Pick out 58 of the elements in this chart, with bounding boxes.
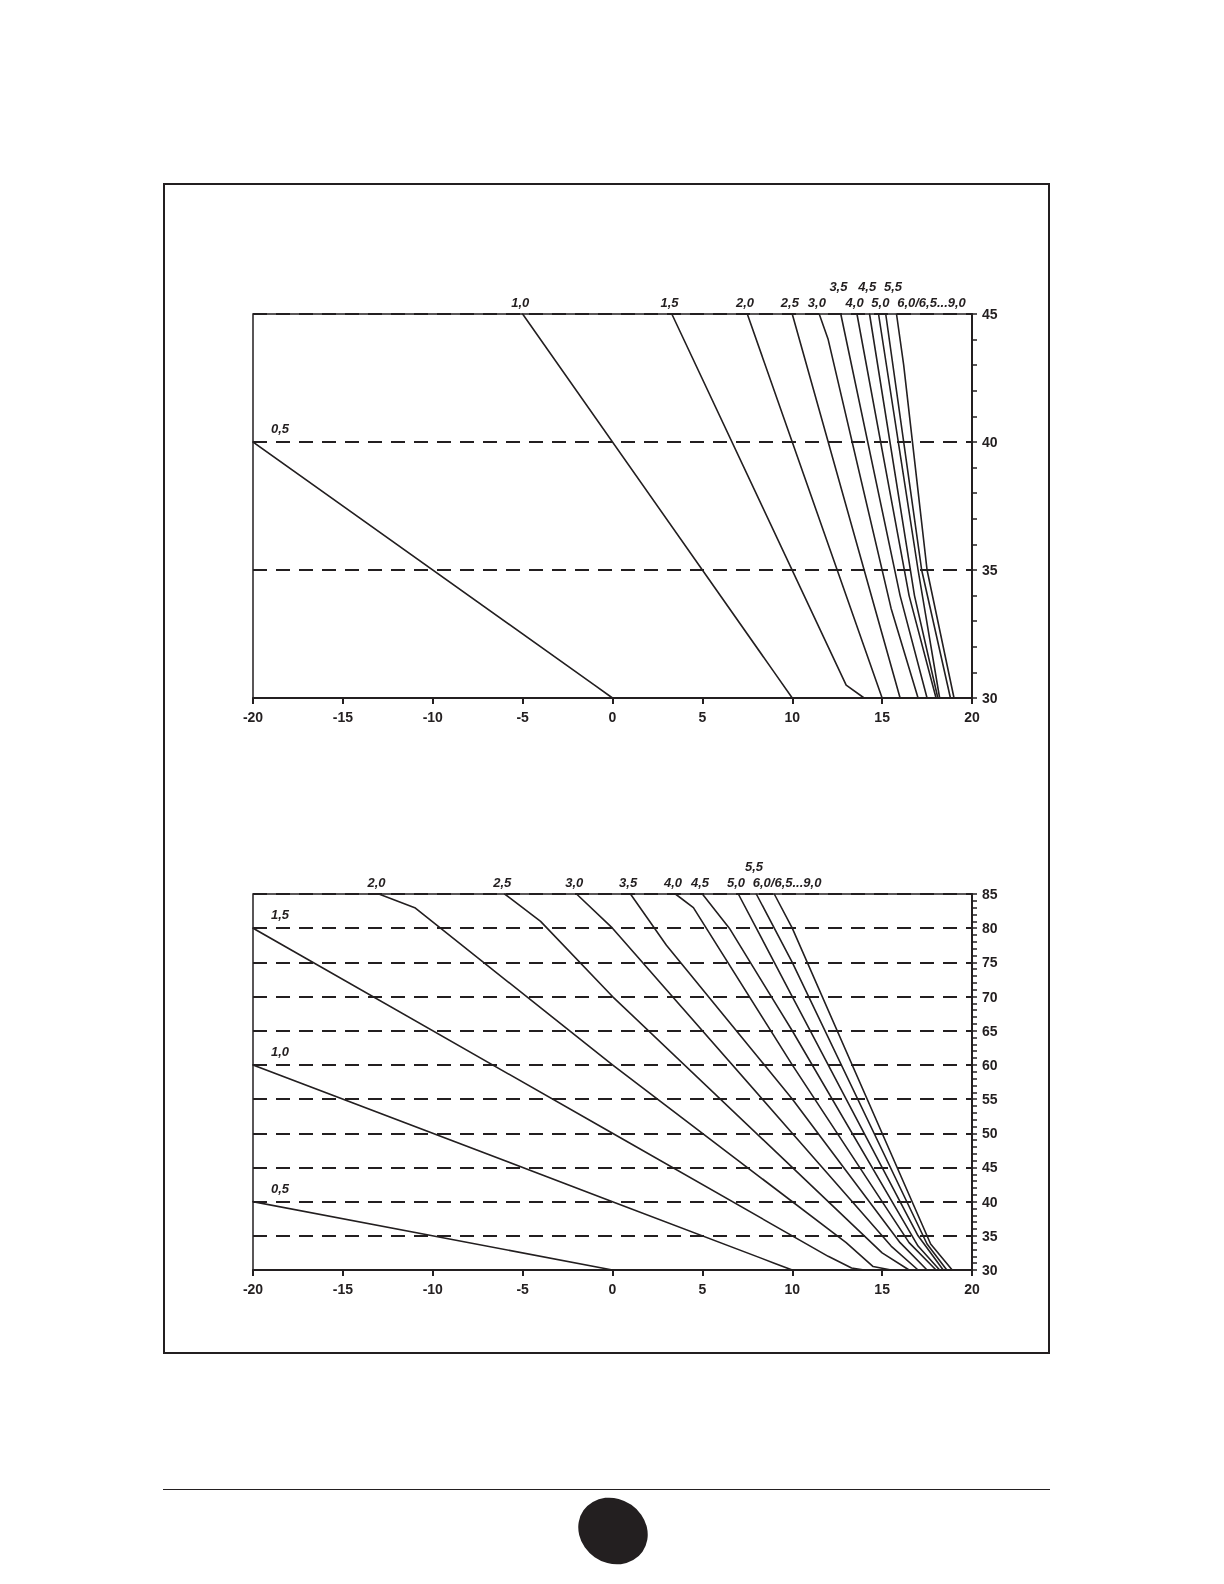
series-label: 1,5 [660,295,680,310]
series-label: 3,5 [829,279,849,294]
series-label: 3,0 [565,875,584,890]
series-label: 5,0 [871,295,891,310]
y-tick-label: 30 [982,1262,998,1278]
y-tick-label: 40 [982,1193,998,1210]
series-label: 2,0 [734,295,755,310]
series-label: 1,0 [511,295,531,310]
x-tick-label: -20 [242,709,264,725]
x-tick-label: 20 [964,709,980,725]
series-label: 0,5 [271,1180,290,1196]
x-tick-label: -10 [422,709,444,725]
series-label: 5,5 [744,859,764,874]
x-tick-label: -10 [422,1281,444,1297]
series-label: 4,0 [663,875,683,890]
y-tick-label: 60 [982,1056,998,1073]
x-tick-label: 15 [874,709,891,725]
series-label: 0,5 [271,421,290,436]
x-tick-label: -15 [332,709,354,725]
x-tick-label: 15 [874,1281,891,1297]
y-tick-label: 80 [982,920,998,937]
y-tick-label: 75 [982,954,998,971]
x-tick-label: 5 [698,709,707,725]
series-label: 4,5 [857,279,877,294]
x-tick-label: 10 [784,709,801,725]
y-tick-label: 40 [982,434,998,450]
series-label: 2,0 [366,875,387,890]
series-label: 4,0 [844,295,865,310]
y-tick-label: 30 [982,690,998,706]
series-label: 5,5 [883,279,903,294]
x-tick-label: 20 [964,1281,980,1297]
series-label: 2,5 [779,295,800,310]
x-tick-label: -15 [332,1281,354,1297]
x-tick-label: 0 [608,709,617,725]
x-tick-label: 0 [608,1281,617,1297]
series-label: 6,0/6,5...9,0 [752,875,823,890]
x-tick-label: -5 [516,709,530,725]
series-label: 1,5 [271,907,290,923]
series-label: 4,5 [689,875,710,890]
series-label: 3,5 [619,875,638,890]
series-label: 3,0 [807,295,827,310]
y-tick-label: 85 [982,886,998,902]
y-tick-label: 45 [982,306,998,322]
series-label: 1,0 [271,1043,290,1059]
y-tick-label: 65 [982,1022,998,1039]
x-tick-label: -20 [242,1281,264,1297]
y-tick-label: 35 [982,562,998,578]
series-label: 5,0 [726,875,746,890]
y-tick-label: 45 [982,1159,998,1176]
y-tick-label: 55 [982,1091,998,1108]
x-tick-label: 10 [784,1281,801,1297]
y-tick-label: 70 [982,988,998,1005]
series-label: 6,0/6,5...9,0 [897,295,967,310]
y-tick-label: 50 [982,1125,998,1142]
x-tick-label: -5 [516,1281,530,1297]
y-tick-label: 35 [982,1227,998,1244]
series-label: 2,5 [492,875,513,890]
x-tick-label: 5 [698,1281,707,1297]
